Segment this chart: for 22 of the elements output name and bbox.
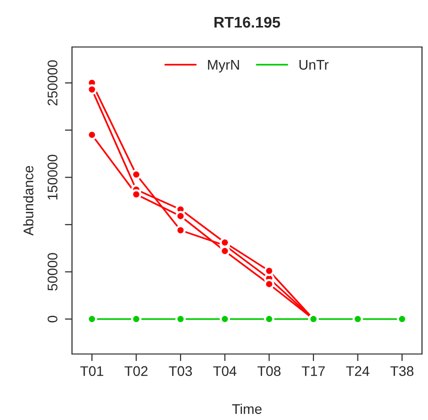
x-tick-label: T17	[302, 366, 325, 376]
x-tick-label: T04	[213, 366, 236, 376]
x-tick-label: T38	[390, 366, 414, 376]
y-tick-label: 150000	[48, 154, 58, 200]
x-tick-label: T03	[168, 366, 192, 376]
point	[175, 210, 186, 222]
point	[264, 266, 274, 276]
y-tick-label: 250000	[48, 60, 58, 106]
x-tick-label: T02	[124, 366, 148, 376]
y-axis-title: Abundance	[23, 166, 34, 236]
legend-label: UnTr	[299, 60, 329, 70]
x-tick-label: T24	[346, 366, 370, 376]
chart-title: RT16.195	[214, 16, 280, 28]
x-axis-title: Time	[232, 404, 262, 414]
point	[220, 246, 230, 256]
y-tick-label: 0	[48, 316, 58, 322]
point	[264, 278, 274, 290]
legend-label: MyrN	[208, 60, 239, 72]
y-tick-label: 50000	[48, 253, 58, 291]
x-tick-label: T08	[258, 366, 281, 376]
x-tick-label: T01	[80, 366, 104, 376]
point	[131, 169, 142, 180]
